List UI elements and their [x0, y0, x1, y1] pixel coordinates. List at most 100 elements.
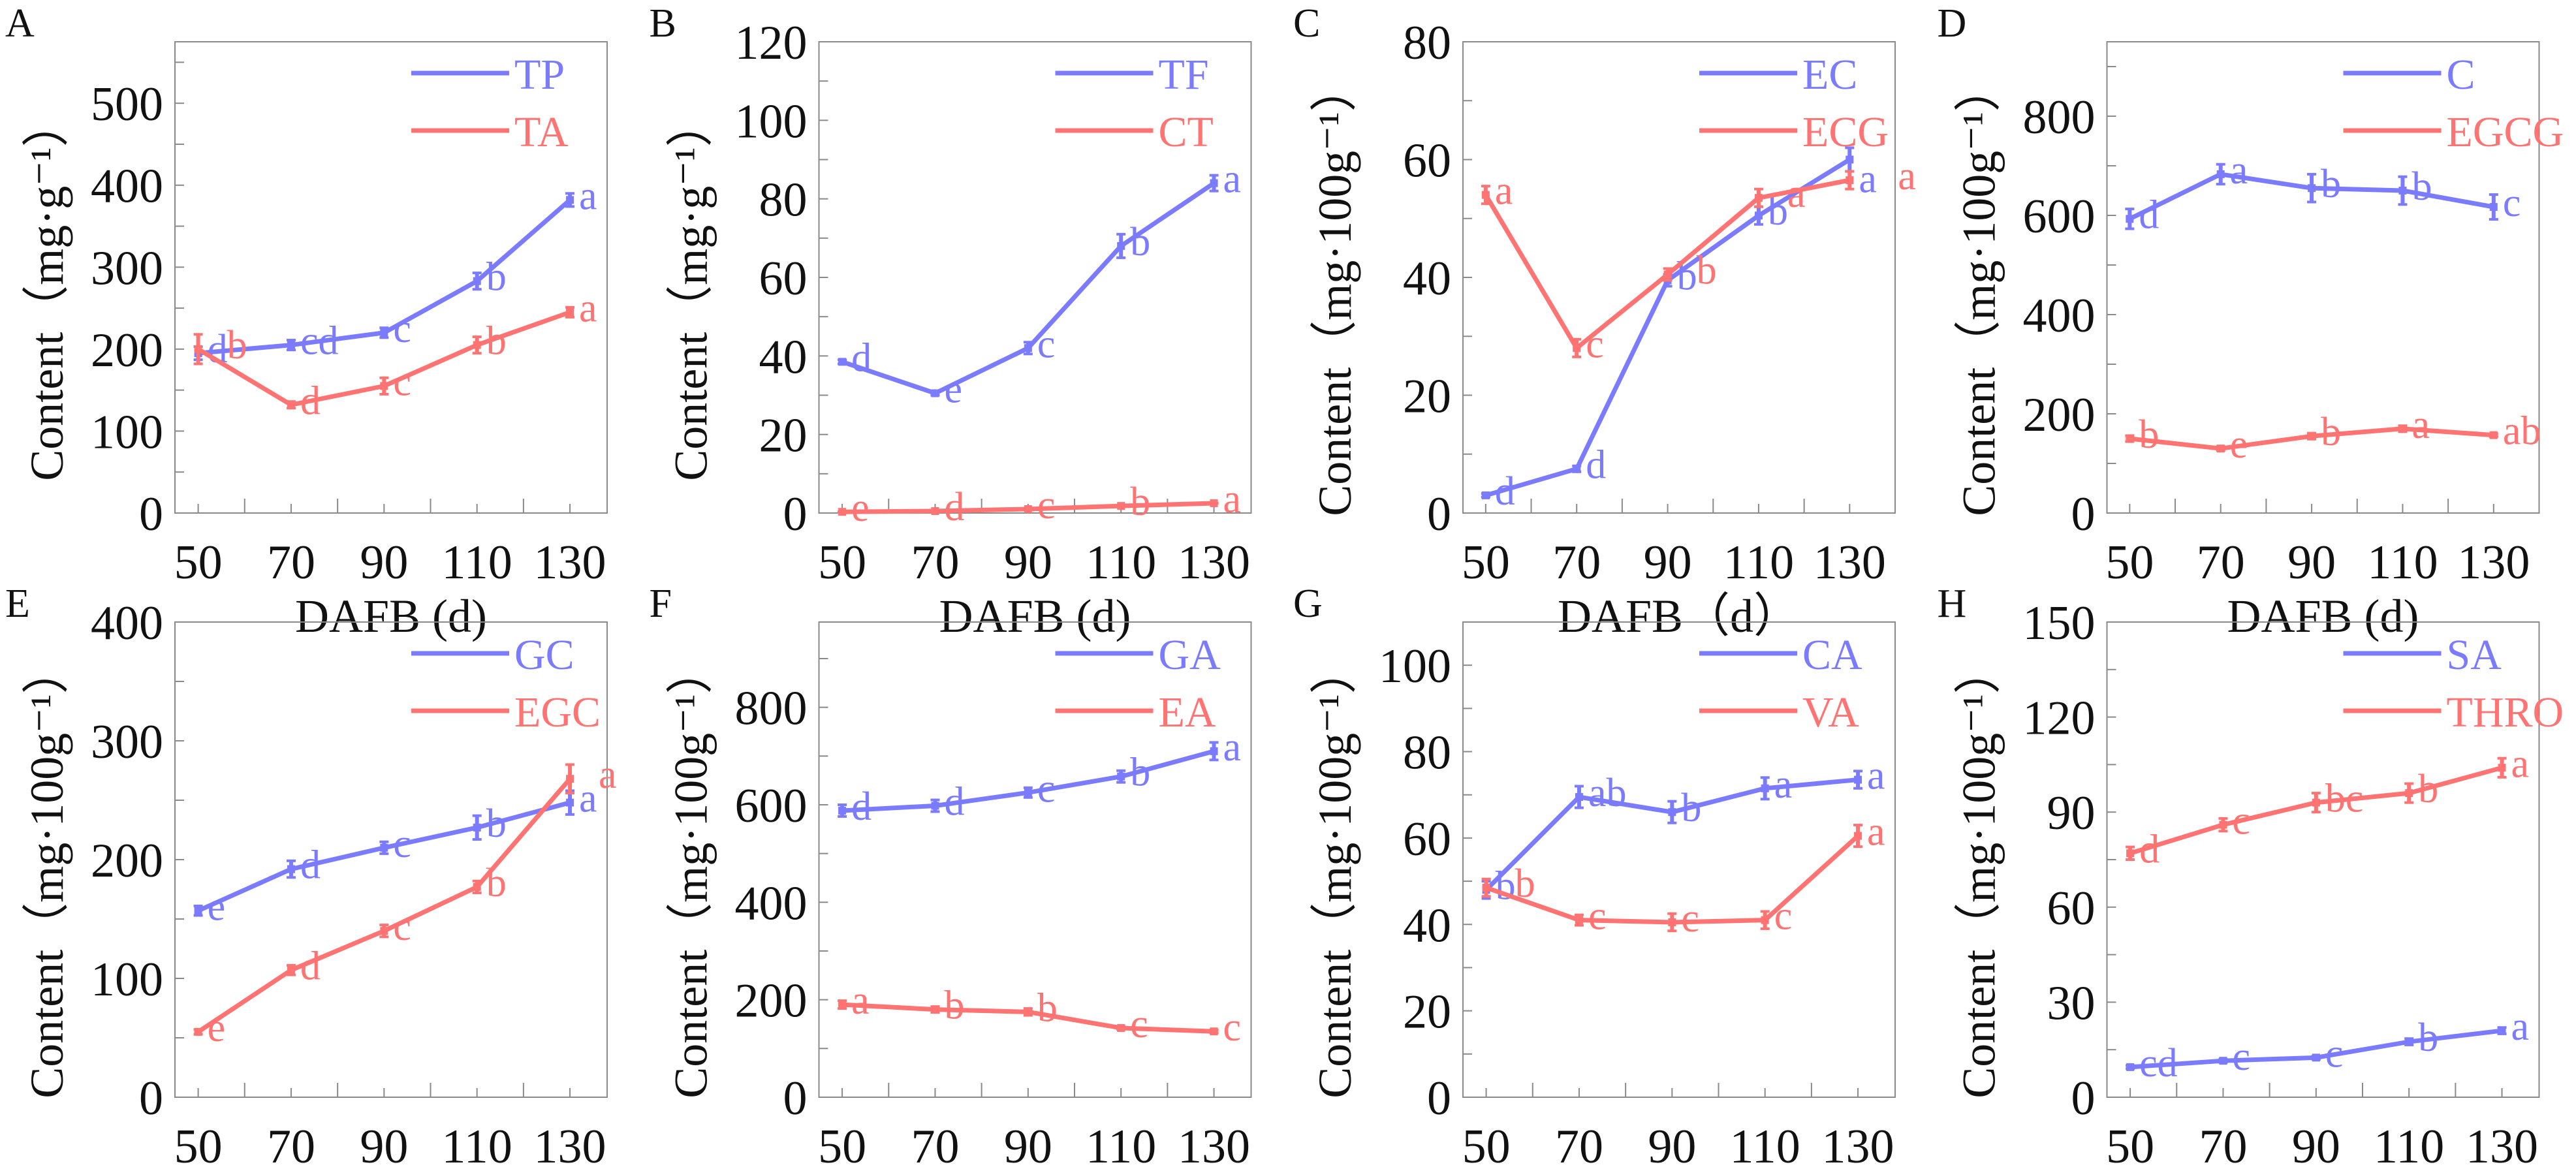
data-point [1573, 344, 1581, 352]
significance-letter: cd [2139, 1041, 2178, 1085]
data-point [2126, 435, 2134, 443]
y-tick-label: 20 [1403, 370, 1451, 424]
significance-letter: d [2139, 193, 2159, 237]
significance-letter: a [599, 753, 617, 797]
panel-label: F [650, 582, 672, 626]
y-tick-label: 600 [2023, 190, 2096, 243]
legend-label: TA [514, 108, 569, 156]
significance-letter: a [1495, 169, 1513, 213]
x-tick-label: 50 [2105, 536, 2154, 589]
data-point [1754, 211, 1763, 220]
x-tick-label: 110 [1086, 536, 1156, 589]
y-tick-label: 0 [1427, 1072, 1451, 1125]
data-point [1663, 270, 1672, 279]
data-point [1575, 916, 1583, 924]
data-point [2126, 1063, 2135, 1071]
significance-letter: b [486, 255, 507, 300]
data-point [1761, 784, 1769, 792]
panel-d: D 0 200 400 600 800 50 70 90 110 130 DAFB (d) Conten… [1938, 1, 2564, 642]
significance-letter: c [393, 360, 411, 404]
x-tick-label: 130 [2466, 1120, 2538, 1169]
series-line [841, 749, 1215, 813]
x-tick-label: 110 [2374, 1120, 2444, 1169]
significance-letter: b [2418, 1016, 2438, 1060]
series-gc: e d c b a GC [193, 631, 597, 929]
significance-letter: c [1037, 322, 1056, 366]
legend-label: EA [1159, 689, 1216, 736]
x-tick-label: 130 [1822, 1120, 1894, 1169]
significance-letter: d [2139, 827, 2160, 871]
y-tick-label: 80 [1403, 726, 1451, 780]
x-tick-label: 70 [911, 536, 959, 589]
series-tf: d e c b a TF [838, 51, 1241, 411]
legend-label: CT [1159, 108, 1214, 156]
significance-letter: e [208, 1006, 226, 1050]
series-sa: cd c c b aSA [2126, 631, 2529, 1085]
y-tick-label: 0 [783, 1072, 808, 1125]
significance-letter: d [1586, 443, 1606, 487]
y-tick-label: 80 [759, 174, 808, 227]
y-tick-label: 120 [2023, 692, 2096, 745]
data-point [1024, 1008, 1032, 1016]
data-point [473, 823, 481, 832]
y-tick-label: 60 [759, 252, 808, 305]
data-point [194, 345, 202, 353]
significance-letter: c [1774, 894, 1793, 939]
significance-letter: cd [300, 319, 339, 364]
y-axis-title: Content（mg·100g⁻¹） [21, 647, 73, 1099]
y-tick-label: 400 [91, 597, 163, 650]
legend-label: SA [2447, 631, 2502, 679]
y-tick-label: 90 [2047, 787, 2096, 840]
data-point [2489, 203, 2498, 211]
panel-h: H 0 30 60 90 120 150 50 70 90 110 130 DAFB (d) Conten… [1938, 582, 2564, 1169]
data-point [2216, 444, 2225, 453]
data-point [1117, 502, 1125, 510]
significance-letter: e [2230, 422, 2248, 467]
y-tick-label: 120 [735, 16, 808, 70]
data-point [2498, 1027, 2506, 1035]
significance-letter: e [944, 367, 962, 411]
significance-letter: b [486, 802, 507, 846]
y-tick-label: 0 [2071, 488, 2096, 541]
data-point [1668, 918, 1676, 926]
y-tick-label: 80 [1403, 16, 1451, 70]
significance-letter: a [1223, 725, 1242, 770]
significance-letter: c [1037, 766, 1056, 811]
significance-letter: d [300, 379, 321, 423]
y-tick-label: 800 [2023, 91, 2096, 144]
data-point [1482, 884, 1490, 892]
significance-letter: a [1859, 157, 1877, 202]
y-tick-label: 200 [2023, 388, 2096, 442]
x-tick-label: 50 [174, 536, 223, 589]
x-tick-label: 50 [1462, 1120, 1511, 1169]
significance-letter: a [579, 174, 597, 218]
data-point [1573, 465, 1581, 473]
x-tick-label: 130 [1814, 536, 1886, 589]
x-tick-label: 90 [1004, 536, 1052, 589]
y-tick-label: 300 [91, 242, 163, 295]
data-point [1846, 155, 1854, 164]
panel-c: C 0 20 40 60 80 50 70 90 110 130 DAFB（d） Content（mg·… [1293, 1, 1916, 642]
x-tick-label: 70 [2199, 1120, 2247, 1169]
x-tick-label: 70 [267, 1120, 315, 1169]
data-point [566, 798, 574, 807]
significance-letter: c [1130, 1002, 1148, 1046]
series-line [841, 181, 1216, 396]
x-tick-label: 90 [2287, 536, 2336, 589]
y-tick-label: 150 [2023, 597, 2096, 650]
significance-letter: a [1867, 754, 1885, 798]
significance-letter: b [1496, 864, 1516, 908]
data-point [1481, 191, 1490, 199]
significance-letter: a [579, 777, 597, 821]
x-tick-label: 90 [1648, 1120, 1696, 1169]
panel-b: B 0 20 40 60 80 100 120 50 70 90 110 130 DAFB (d) Cont… [650, 1, 1252, 642]
y-axis-title: Content（mg·g⁻¹） [21, 100, 73, 481]
x-tick-label: 90 [1004, 1120, 1052, 1169]
legend-label: THRO [2447, 689, 2564, 736]
data-point [1117, 772, 1125, 781]
significance-letter: a [1774, 762, 1793, 807]
x-tick-label: 50 [818, 1120, 866, 1169]
series-thro: d c bc b a THRO [2126, 689, 2564, 871]
data-point [1854, 775, 1862, 784]
